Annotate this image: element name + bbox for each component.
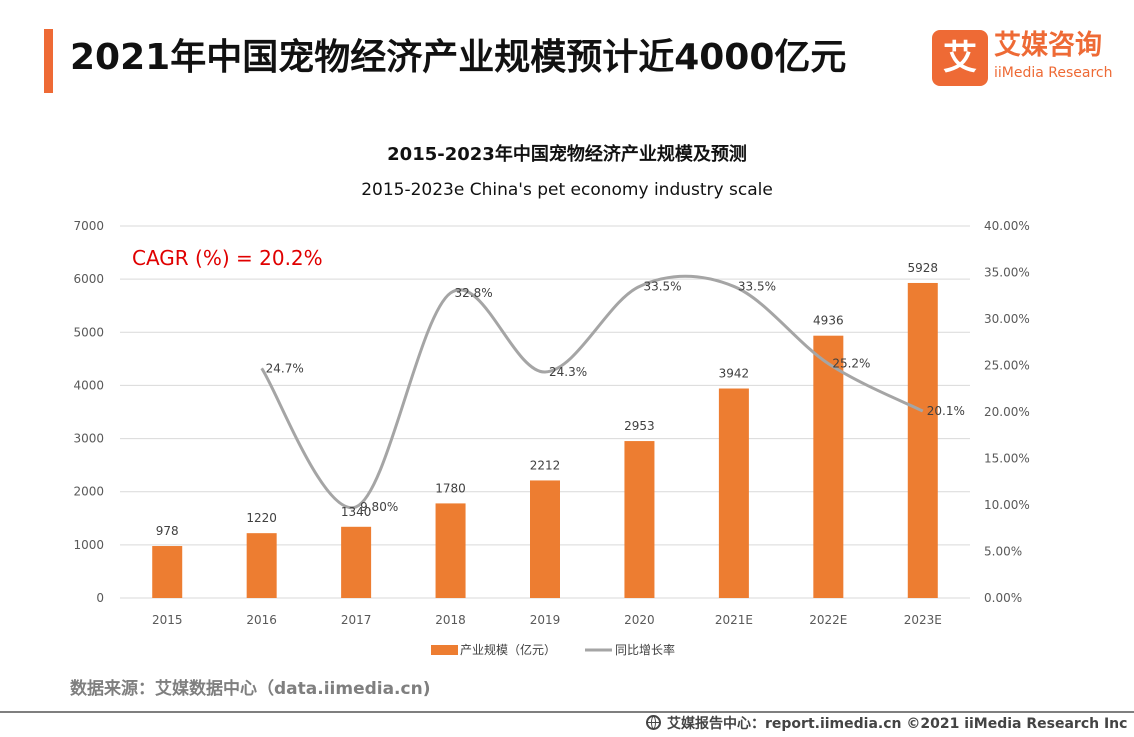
y-left-tick-label: 7000 [73, 219, 104, 233]
x-tick-label: 2015 [152, 613, 183, 627]
bar-value-label: 1220 [246, 511, 277, 525]
bar [246, 533, 277, 598]
bar [341, 526, 372, 598]
line-value-label: 25.2% [832, 357, 870, 371]
line-value-label: 24.7% [266, 361, 304, 375]
x-tick-label: 2019 [530, 613, 561, 627]
y-left-tick-label: 2000 [73, 485, 104, 499]
logo-name-cn: 艾媒咨询 [994, 30, 1102, 61]
globe-icon [646, 715, 661, 730]
legend-bar-swatch [431, 645, 458, 655]
axes: 0 1000 2000 3000 4000 5000 6000 7000 0.00% 5.00% 1… [73, 219, 1029, 627]
y-right-tick-label: 5.00% [984, 545, 1022, 559]
growth-line [260, 274, 924, 510]
y-left-tick-label: 0 [96, 591, 104, 605]
legend-bar-label: 产业规模（亿元） [460, 642, 556, 657]
bar [152, 546, 183, 598]
x-tick-label: 2021E [715, 613, 753, 627]
bar-series [152, 282, 938, 598]
footer-text: 艾媒报告中心：report.iimedia.cn ©2021 iiMedia R… [667, 716, 1128, 732]
line-value-label: 9.80% [360, 500, 398, 514]
bar-value-label: 1780 [435, 481, 466, 495]
bar-value-label: 2212 [530, 458, 561, 472]
legend: 产业规模（亿元） 同比增长率 [431, 642, 675, 657]
bar [624, 441, 655, 598]
line-value-label: 33.5% [643, 279, 681, 293]
y-left-tick-label: 6000 [73, 272, 104, 286]
y-right-tick-label: 0.00% [984, 591, 1022, 605]
bar [907, 282, 938, 598]
bar [530, 480, 560, 598]
y-right-tick-label: 40.00% [984, 219, 1030, 233]
data-labels: 978 1220 1340 1780 2212 2953 3942 4936 5928 24.7%… [156, 261, 965, 538]
page-title: 2021年中国宠物经济产业规模预计近4000亿元 [70, 37, 847, 78]
line-value-label: 33.5% [738, 279, 776, 293]
bar [718, 388, 749, 598]
title-accent-bar [44, 29, 53, 93]
legend-line-label: 同比增长率 [615, 642, 675, 657]
pet-economy-chart: 2015-2023年中国宠物经济产业规模及预测 2015-2023e China… [73, 143, 1029, 657]
bar [813, 335, 844, 598]
x-tick-label: 2023E [904, 613, 942, 627]
logo-mark-icon: 艾 [932, 30, 988, 86]
y-right-tick-label: 35.00% [984, 266, 1030, 280]
bar [435, 503, 466, 598]
bar-value-label: 2953 [624, 419, 655, 433]
y-right-tick-label: 25.00% [984, 359, 1030, 373]
footer-divider [0, 711, 1134, 713]
y-right-tick-label: 15.00% [984, 452, 1030, 466]
growth-line-series [260, 274, 924, 510]
bar-value-label: 3942 [719, 367, 750, 381]
y-right-tick-label: 20.00% [984, 405, 1030, 419]
cagr-annotation: CAGR (%) = 20.2% [132, 246, 323, 270]
y-right-tick-label: 10.00% [984, 498, 1030, 512]
bar-value-label: 4936 [813, 314, 844, 328]
y-left-tick-label: 4000 [73, 378, 104, 392]
logo-name-en: iiMedia Research [994, 65, 1113, 81]
x-tick-label: 2018 [435, 613, 466, 627]
line-value-label: 20.1% [927, 404, 965, 418]
bar-value-label: 1340 [341, 505, 372, 519]
y-left-tick-label: 1000 [73, 538, 104, 552]
data-source: 数据来源：艾媒数据中心（data.iimedia.cn) [70, 679, 431, 699]
x-tick-label: 2022E [809, 613, 847, 627]
line-value-label: 24.3% [549, 365, 587, 379]
y-left-tick-label: 5000 [73, 325, 104, 339]
x-tick-label: 2017 [341, 613, 372, 627]
y-right-tick-label: 30.00% [984, 312, 1030, 326]
footer: 艾媒报告中心：report.iimedia.cn ©2021 iiMedia R… [646, 713, 1127, 735]
chart-title: 2015-2023年中国宠物经济产业规模及预测 [387, 143, 747, 165]
line-value-label: 32.8% [455, 286, 493, 300]
bar-value-label: 5928 [908, 261, 939, 275]
y-left-tick-label: 3000 [73, 432, 104, 446]
brand-logo: 艾 艾媒咨询 iiMedia Research [932, 30, 1122, 86]
x-tick-label: 2020 [624, 613, 655, 627]
x-tick-label: 2016 [246, 613, 277, 627]
bar-value-label: 978 [156, 524, 179, 538]
chart-subtitle: 2015-2023e China's pet economy industry … [361, 180, 773, 200]
